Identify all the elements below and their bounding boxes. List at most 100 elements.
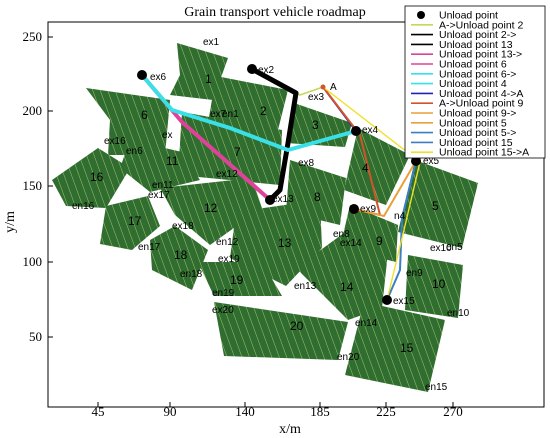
field-15	[345, 302, 445, 392]
field-5	[398, 160, 478, 248]
legend-label: Unload point 9->	[439, 108, 516, 120]
field-number: 19	[230, 273, 244, 287]
field-number: 6	[141, 108, 148, 122]
node-label: en12	[216, 237, 239, 248]
x-tick-label: 225	[376, 404, 396, 419]
node-label: en13	[294, 281, 317, 292]
field-17	[100, 196, 160, 250]
route-2-to-13	[249, 66, 299, 203]
x-tick-label: 185	[310, 404, 330, 419]
node-label: en15	[425, 382, 448, 393]
y-axis: 250 200 150 100 50 y/m	[3, 29, 53, 344]
routes-layer	[140, 66, 421, 301]
chart-title: Grain transport vehicle roadmap	[184, 5, 366, 20]
unload-point-2	[247, 64, 257, 74]
fields-layer	[52, 43, 478, 392]
legend-label: Unload point 2->	[439, 29, 516, 41]
node-label: en10	[447, 308, 470, 319]
legend-label: Unload point 5	[439, 117, 507, 129]
node-label: en18	[180, 269, 203, 280]
field-number: 18	[174, 248, 188, 262]
route-6-to-4	[140, 73, 358, 152]
y-tick-label: 250	[23, 29, 43, 44]
x-tick-label: 270	[443, 404, 463, 419]
node-label: ex3	[308, 92, 325, 103]
node-label: ex9	[360, 204, 377, 215]
unload-point-4	[351, 126, 361, 136]
node-label: ex12	[216, 169, 238, 180]
node-label: ex14	[340, 238, 362, 249]
unload-point-5	[411, 156, 421, 166]
legend-label: Unload point 15->A	[439, 147, 529, 159]
node-label: ex1	[203, 37, 220, 48]
node-label: en5	[446, 242, 463, 253]
unload-point-15	[382, 295, 392, 305]
node-label: en11	[152, 180, 174, 191]
node-label: ex	[162, 130, 173, 141]
field-number: 13	[278, 236, 292, 250]
x-tick-label: 90	[164, 404, 177, 419]
x-tick-label: 45	[92, 404, 105, 419]
point-A	[320, 84, 326, 90]
node-label: en6	[126, 146, 143, 157]
unload-point-9	[349, 204, 359, 214]
node-label: en8	[333, 229, 350, 240]
legend-marker	[417, 11, 425, 19]
unload-point-6	[137, 70, 147, 80]
route-9-to-5	[353, 160, 417, 217]
field-number: 17	[128, 214, 142, 228]
legend-label: Unload point 5->	[439, 127, 516, 139]
field-number: 20	[290, 319, 304, 333]
field-number: 9	[376, 234, 383, 248]
node-label: ex19	[218, 254, 240, 265]
node-label: en17	[138, 242, 161, 253]
legend-label: Unload point 6	[439, 59, 507, 71]
field-number: 11	[166, 154, 179, 168]
legend-label: A->Unload point 2	[439, 19, 524, 31]
node-label: en16	[72, 201, 95, 212]
legend-label: A->Unload point 9	[439, 98, 524, 110]
node-label: ex13	[272, 194, 294, 205]
y-tick-label: 100	[23, 254, 43, 269]
field-number: 1	[205, 72, 212, 86]
node-labels: ex1 ex2 ex3 ex4 ex5 ex6 en1 ex ex7 ex16 …	[72, 37, 470, 393]
field-10	[405, 255, 463, 318]
legend-label: Unload point 4	[439, 78, 507, 90]
field-6	[86, 88, 170, 155]
field-numbers: 1 2 3 4 5 6 7 8 9 10 11 12 13 14 15 16 1…	[90, 72, 446, 355]
node-label: ex4	[362, 125, 379, 136]
legend-label: Unload point	[439, 10, 498, 22]
field-number: 3	[312, 118, 319, 132]
node-label: ex16	[104, 136, 126, 147]
node-label: ex5	[423, 156, 440, 167]
legend-label: Unload point 13	[439, 39, 513, 51]
field-20	[214, 302, 348, 360]
legend-label: Unload point 4->A	[439, 88, 523, 100]
x-tick-label: 140	[235, 404, 255, 419]
node-label: A	[330, 82, 337, 93]
node-label: ex20	[212, 305, 234, 316]
x-axis: 45 90 140 185 225 270 x/m	[92, 402, 463, 437]
node-label: ex18	[172, 221, 194, 232]
legend-label: Unload point 15	[439, 137, 513, 149]
field-12	[160, 178, 262, 245]
unload-points	[137, 64, 421, 305]
field-number: 15	[400, 341, 414, 355]
field-number: 8	[314, 190, 321, 204]
node-label: ex17	[148, 190, 170, 201]
y-tick-label: 200	[23, 103, 43, 118]
node-label: ex15	[393, 296, 415, 307]
field-14	[296, 230, 388, 320]
node-label: en14	[355, 318, 378, 329]
node-label: ex10	[430, 243, 452, 254]
node-label: en9	[406, 268, 423, 279]
node-label: ex2	[258, 65, 275, 76]
x-axis-label: x/m	[279, 422, 301, 437]
field-number: 14	[340, 280, 354, 294]
field-4	[344, 128, 410, 205]
node-label: ex6	[150, 72, 167, 83]
field-18	[150, 226, 208, 290]
field-19	[198, 262, 282, 296]
